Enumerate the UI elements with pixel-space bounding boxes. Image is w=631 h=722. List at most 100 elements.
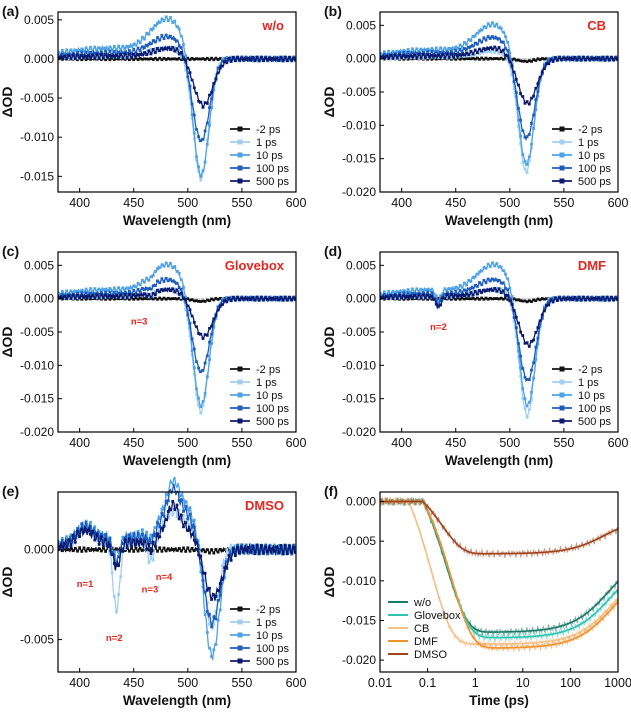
data-point [521,161,525,165]
data-point [78,49,81,53]
data-point [199,411,203,415]
data-point [95,293,99,297]
data-point [404,290,408,294]
data-point [108,549,112,553]
data-point [463,297,466,301]
data-point [123,56,127,60]
data-point [421,289,425,292]
data-point [536,90,540,93]
data-point [132,52,136,56]
data-point [484,266,488,270]
data-point [277,55,281,59]
data-point [108,49,112,53]
legend-label: 10 ps [578,150,605,162]
data-point [143,280,146,284]
data-point [147,57,151,61]
series-DMSO-fit [380,500,619,555]
data-point [147,287,151,291]
data-point [445,48,449,52]
data-point [76,289,79,293]
data-point [290,298,294,302]
data-point [151,58,155,61]
data-point [523,397,527,401]
data-point [110,295,114,298]
data-point [123,52,127,56]
data-point [195,387,198,391]
data-point [469,286,473,290]
data-point [238,58,242,62]
data-point [434,298,438,302]
data-point [400,50,403,54]
data-point [216,618,220,622]
data-point [499,26,503,30]
data-point [480,28,484,32]
data-point [205,333,209,337]
data-point [188,512,192,516]
data-point [476,296,479,300]
data-point [158,535,162,539]
data-point [430,50,434,53]
data-point [270,547,274,551]
data-point [447,287,451,290]
data-point [132,289,136,292]
data-point [63,296,66,300]
data-point [158,56,162,60]
data-point [411,287,414,291]
data-point [424,56,427,59]
legend-marker [237,606,243,612]
data-point [102,53,105,57]
data-point [473,48,477,52]
data-point [262,545,265,548]
plot-frame [57,491,297,673]
data-point [93,56,97,60]
x-tick-label: 600 [608,196,629,210]
data-point [253,298,257,302]
x-axis-label: Wavelength (nm) [123,213,231,228]
data-point [275,545,278,549]
data-point [476,285,479,288]
data-point [132,550,136,553]
data-point [432,54,436,58]
data-point [78,56,81,60]
data-point [201,57,205,60]
data-point [560,58,564,61]
data-point [225,548,229,551]
data-point [527,155,531,159]
data-point [71,549,75,553]
data-point [199,175,203,178]
data-point [454,295,458,299]
data-point [179,549,183,553]
data-point [158,546,162,550]
data-point [402,289,406,292]
data-point [188,523,192,527]
data-point [132,293,136,296]
data-point [65,48,69,52]
data-point [290,56,294,60]
data-point [257,543,261,547]
data-point [517,321,520,325]
data-point [184,521,188,525]
data-point [476,56,479,60]
data-point [223,561,226,564]
data-point [78,535,81,538]
data-point [463,41,466,44]
data-point [408,56,412,59]
data-point [508,63,512,67]
data-point [97,52,101,56]
x-tick-label: 1 [472,676,479,690]
data-point [156,36,159,39]
data-point [242,59,246,62]
data-point [398,53,401,57]
data-point [203,58,207,61]
data-point [532,361,535,365]
data-point [141,528,144,532]
data-point [454,52,458,56]
data-point [108,297,112,301]
data-point [592,58,596,62]
data-point [281,552,285,556]
data-point [426,47,429,51]
data-point [84,295,88,298]
legend-label: DMF [414,636,438,648]
data-point [437,304,440,308]
data-point [614,56,618,60]
